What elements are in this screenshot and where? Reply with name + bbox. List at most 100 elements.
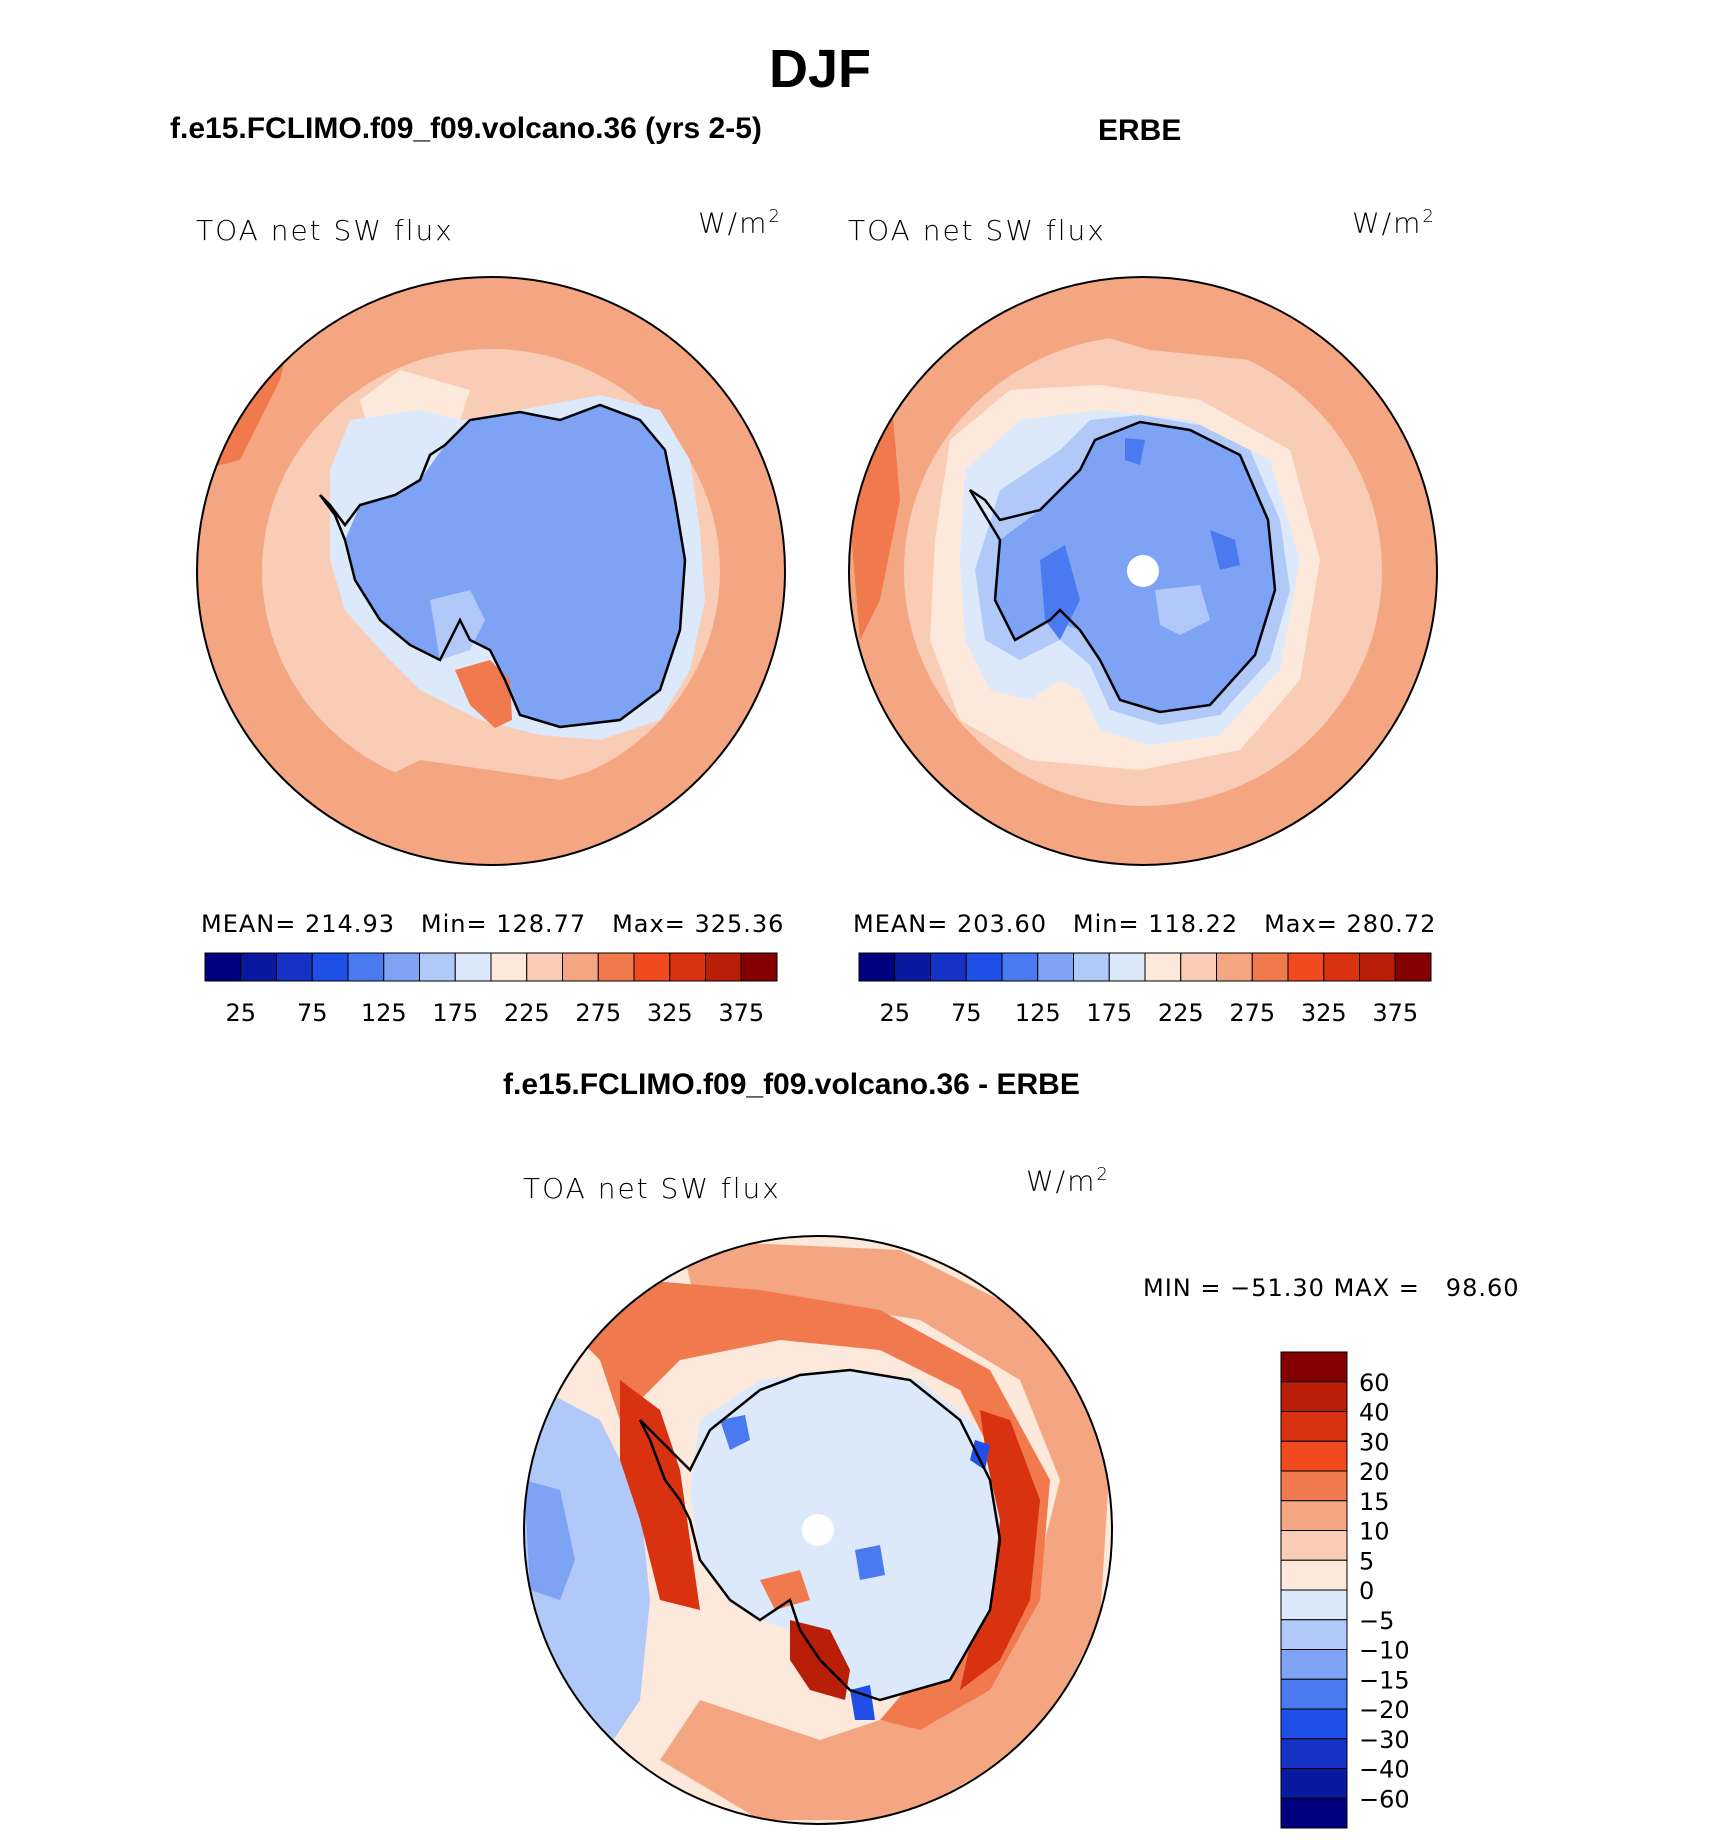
colorbar-model-tick-label: 325	[647, 999, 693, 1027]
colorbar-diff-swatch	[1280, 1619, 1348, 1650]
colorbar-model-swatch	[633, 952, 671, 982]
colorbar-diff-swatch	[1280, 1470, 1348, 1502]
map-model-border	[196, 276, 786, 866]
colorbar-obs-tick-label: 25	[879, 999, 910, 1027]
colorbar-model-swatch	[562, 952, 599, 982]
colorbar-obs-tick-label: 225	[1158, 999, 1204, 1027]
map-diff-pole-hole	[802, 1514, 834, 1546]
map-obs-interior-dark	[1040, 545, 1080, 640]
colorbar-model-swatch	[347, 952, 385, 982]
colorbar-diff-swatch	[1280, 1708, 1348, 1740]
colorbar-model-swatch	[526, 952, 563, 982]
colorbar-model-swatch	[311, 952, 349, 982]
colorbar-diff-swatch	[1280, 1738, 1348, 1769]
colorbar-obs-tick-label: 175	[1086, 999, 1132, 1027]
colorbar-obs-swatch	[1073, 952, 1110, 982]
colorbar-diff-tick-label: 0	[1359, 1577, 1374, 1605]
map-diff-red-patch-1	[760, 1570, 810, 1610]
map-model	[197, 277, 785, 865]
colorbar-obs-swatch	[1144, 952, 1182, 982]
colorbar-obs-swatch	[1037, 952, 1074, 982]
colorbar-diff-tick-label: 20	[1359, 1458, 1390, 1486]
colorbar-diff-swatch	[1280, 1797, 1348, 1829]
colorbar-obs-swatch	[858, 952, 896, 982]
colorbar-obs-tick-label: 275	[1229, 999, 1275, 1027]
map-obs-coastline	[968, 420, 1277, 714]
colorbar-obs-swatch	[1359, 952, 1396, 982]
colorbar-model: 25 75 125 175 225 275 325 375	[204, 952, 778, 1027]
colorbar-diff-swatch	[1280, 1530, 1348, 1561]
colorbar-diff-swatch	[1280, 1440, 1348, 1472]
colorbar-obs-swatch	[930, 952, 967, 982]
colorbar-diff-swatch	[1280, 1559, 1348, 1591]
panel-diff-stats: MIN = −51.30 MAX = 98.60	[1143, 1274, 1520, 1302]
panel-diff-units: W/m2	[1026, 1164, 1110, 1198]
colorbar-obs-tick-label: 75	[951, 999, 982, 1027]
colorbar-model-swatch	[240, 952, 277, 982]
map-obs	[849, 277, 1437, 865]
colorbar-obs-tick-label: 125	[1015, 999, 1061, 1027]
colorbar-diff-tick-label: −60	[1359, 1785, 1410, 1813]
map-diff-ring-red	[560, 1280, 1050, 1730]
colorbar-diff-swatch	[1280, 1351, 1348, 1383]
map-model-ross-hotspot	[455, 660, 512, 728]
map-obs-pole-hole	[1127, 555, 1159, 587]
colorbar-obs-swatch	[1287, 952, 1325, 982]
colorbar-diff-tick-label: 5	[1359, 1547, 1374, 1575]
colorbar-obs-swatch	[1251, 952, 1289, 982]
map-diff-pacific-blue	[524, 1480, 575, 1600]
colorbar-model-swatch	[705, 952, 742, 982]
colorbar-diff-tick-label: 40	[1359, 1399, 1390, 1427]
colorbar-diff-tick-label: 15	[1359, 1488, 1390, 1516]
colorbar-model-swatch	[597, 952, 635, 982]
figure-title: DJF	[768, 39, 871, 99]
colorbar-diff-swatch	[1280, 1678, 1348, 1710]
map-diff-border	[523, 1235, 1113, 1825]
map-diff-weddell	[620, 1380, 700, 1610]
colorbar-model-swatch	[383, 952, 420, 982]
colorbar-diff-tick-label: −5	[1359, 1607, 1394, 1635]
map-diff-coastline	[638, 1368, 1002, 1702]
colorbar-model-swatch	[669, 952, 706, 982]
panel-obs-units: W/m2	[1352, 206, 1436, 240]
map-diff	[524, 1236, 1112, 1824]
colorbar-diff-tick-label: 10	[1359, 1518, 1390, 1546]
colorbar-model-tick-label: 225	[504, 999, 550, 1027]
panel-diff-header: f.e15.FCLIMO.f09_f09.volcano.36 - ERBE	[503, 1068, 1080, 1101]
panel-diff-variable: TOA net SW flux	[523, 1172, 781, 1205]
colorbar-model-swatch	[740, 952, 778, 982]
colorbar-model-swatch	[454, 952, 492, 982]
colorbar-obs-swatch	[1394, 952, 1432, 982]
map-obs-interior-dark-3	[1125, 438, 1145, 465]
map-model-coastline	[319, 403, 687, 729]
map-obs-border	[848, 276, 1438, 866]
colorbar-model-tick-label: 25	[225, 999, 256, 1027]
panel-model-units: W/m2	[698, 206, 782, 240]
colorbar-obs-swatch	[1001, 952, 1039, 982]
map-diff-ice-mix	[690, 1370, 1000, 1700]
map-obs-interior-dark-2	[1210, 530, 1240, 570]
colorbar-diff-tick-label: 60	[1359, 1369, 1390, 1397]
colorbar-diff-tick-label: −40	[1359, 1756, 1410, 1784]
colorbar-diff-tick-label: −20	[1359, 1696, 1410, 1724]
colorbar-diff-swatch	[1280, 1649, 1348, 1680]
map-diff-blue-patch-3	[850, 1685, 875, 1720]
colorbar-diff-swatch	[1280, 1768, 1348, 1799]
colorbar-model-tick-label: 125	[361, 999, 407, 1027]
colorbar-obs-swatch	[1180, 952, 1217, 982]
colorbar-obs-swatch	[1216, 952, 1253, 982]
colorbar-obs-swatch	[894, 952, 931, 982]
panel-model-header: f.e15.FCLIMO.f09_f09.volcano.36 (yrs 2-5…	[170, 112, 762, 145]
colorbar-diff-swatch	[1280, 1381, 1348, 1412]
colorbar-model-swatch	[276, 952, 313, 982]
colorbar-obs-tick-label: 375	[1372, 999, 1418, 1027]
map-obs-interior-light	[1155, 585, 1210, 635]
map-diff-blue-patch-2	[855, 1545, 885, 1580]
panel-obs-variable: TOA net SW flux	[848, 214, 1106, 247]
colorbar-model-swatch	[419, 952, 456, 982]
map-diff-blue-patch-1	[720, 1415, 750, 1450]
panel-model-stats: MEAN= 214.93 Min= 128.77 Max= 325.36	[201, 910, 785, 938]
colorbar-obs-swatch	[1108, 952, 1146, 982]
